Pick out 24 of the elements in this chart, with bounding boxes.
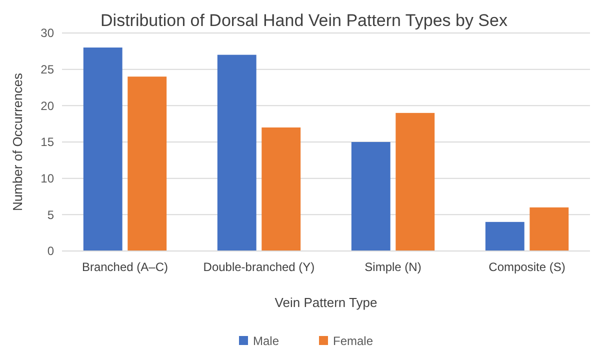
bar [217, 54, 256, 251]
legend-label: Female [333, 334, 374, 348]
x-tick-label: Double-branched (Y) [203, 260, 315, 274]
bar [262, 127, 301, 251]
y-tick-label: 25 [40, 62, 54, 77]
y-tick-label: 30 [40, 26, 54, 40]
y-tick-label: 10 [40, 172, 54, 186]
bar [530, 207, 569, 251]
y-tick-label: 15 [40, 135, 54, 150]
x-tick-label: Composite (S) [488, 260, 566, 274]
y-tick-label: 20 [40, 98, 54, 113]
legend-label: Male [253, 334, 280, 348]
bar [396, 112, 435, 251]
x-tick-label: Branched (A–C) [82, 260, 168, 274]
x-axis-title: Vein Pattern Type [274, 295, 378, 310]
y-axis-title: Number of Occurrences [10, 72, 25, 211]
bar [128, 76, 167, 251]
bar [485, 222, 524, 251]
bar [83, 48, 122, 251]
bar [351, 142, 390, 251]
y-tick-label: 5 [47, 208, 54, 222]
x-tick-label: Simple (N) [364, 260, 422, 274]
chart-title: Distribution of Dorsal Hand Vein Pattern Types by Sex [100, 11, 508, 30]
y-tick-label: 0 [47, 244, 54, 258]
